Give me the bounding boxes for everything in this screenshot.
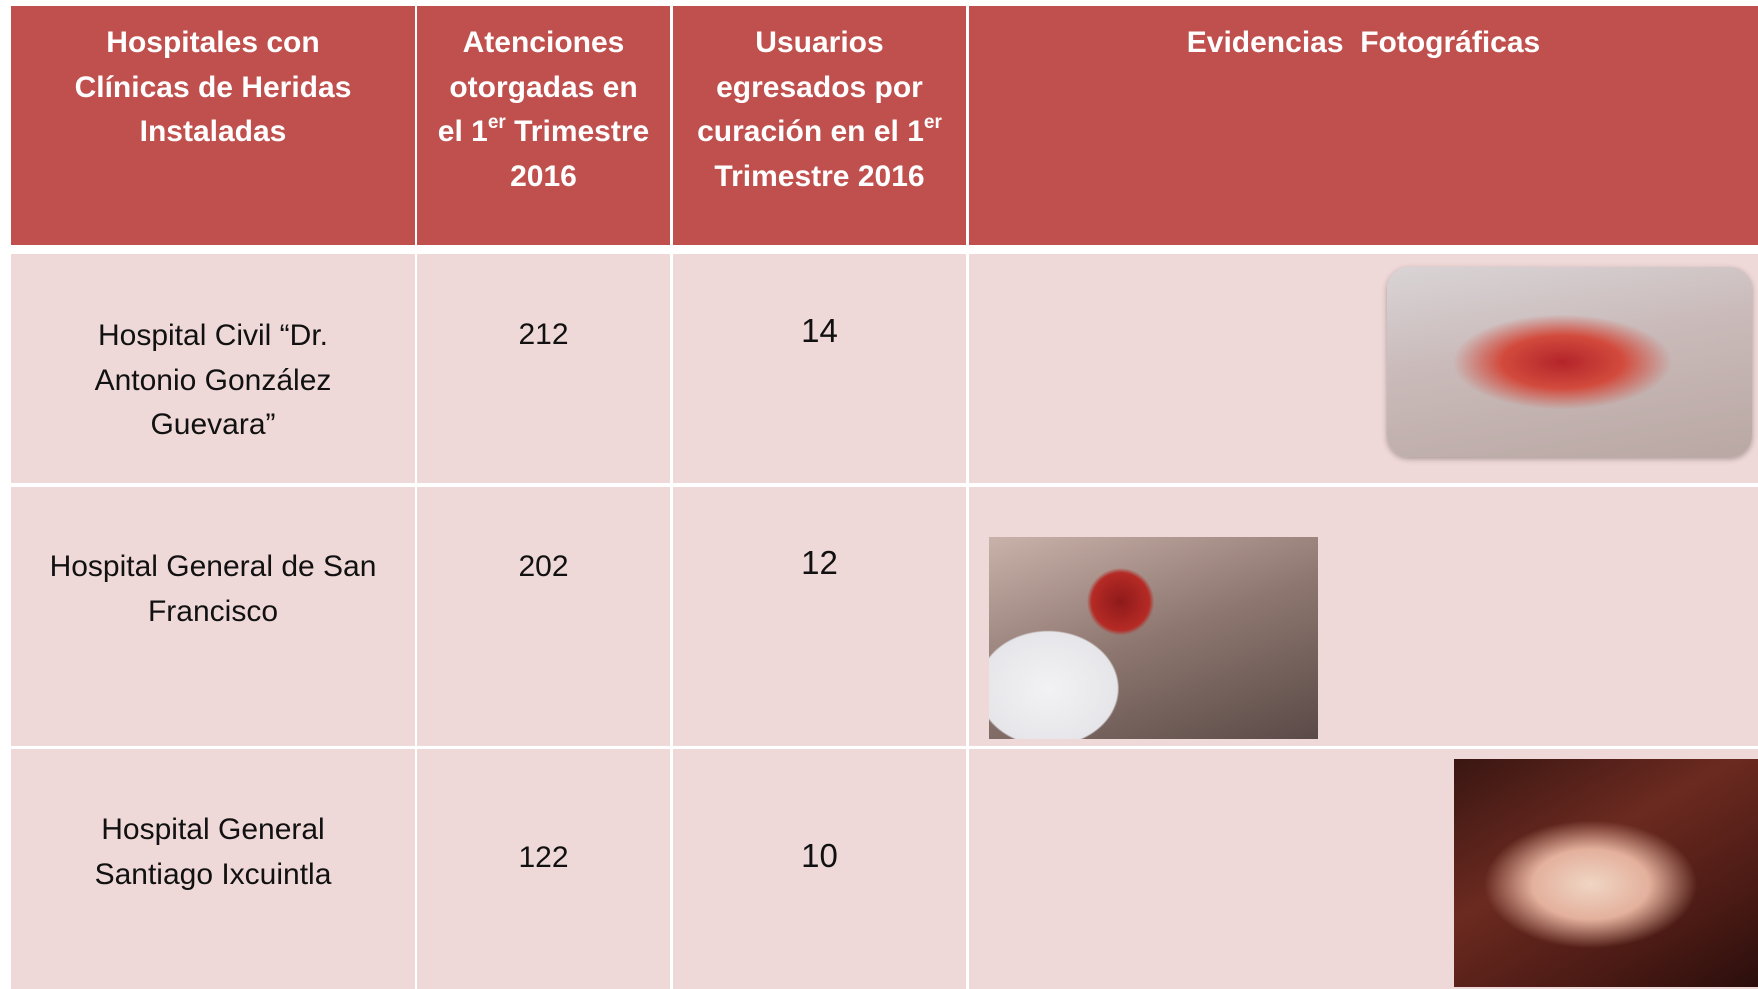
value-cell: 10 [673, 749, 966, 989]
header-cell: Atenciones otorgadas en el 1er Trimestre… [417, 6, 670, 245]
hospital-cell: Hospital General Santiago Ixcuintla [11, 749, 415, 989]
header-cell: Usuarios egresados por curación en el 1e… [673, 6, 966, 245]
header-text: Hospitales con Clínicas de Heridas Insta… [75, 26, 352, 148]
hospital-name: Hospital General Santiago Ixcuintla [95, 813, 332, 891]
value-cell: 212 [417, 254, 670, 483]
value-cell: 14 [673, 254, 966, 483]
header-cell: Evidencias Fotográficas [969, 6, 1758, 245]
header-text: Usuarios egresados por curación en el 1 [697, 26, 924, 148]
attentions: 122 [518, 841, 568, 874]
hospital-cell: Hospital General de San Francisco [11, 487, 415, 746]
value-cell: 122 [417, 749, 670, 989]
hospital-name: Hospital General de San Francisco [50, 550, 377, 628]
value-cell: 202 [417, 487, 670, 746]
hospital-name: Hospital Civil “Dr. Antonio González Gue… [95, 319, 332, 441]
header-sup: er [924, 112, 942, 133]
page: {"table": { "header": [ {"text": "Hospit… [0, 0, 1758, 989]
header-cell: Hospitales con Clínicas de Heridas Insta… [11, 6, 415, 245]
header-text: Evidencias Fotográficas [1187, 26, 1540, 59]
wound-photo [1454, 759, 1758, 987]
attentions: 212 [518, 318, 568, 351]
wound-photo [1387, 267, 1752, 457]
header-text: Trimestre 2016 [510, 115, 649, 193]
discharged: 10 [801, 837, 838, 874]
hospital-cell: Hospital Civil “Dr. Antonio González Gue… [11, 254, 415, 483]
attentions: 202 [518, 550, 568, 583]
wound-photo [989, 537, 1318, 739]
discharged: 12 [801, 544, 838, 581]
header-sup: er [488, 112, 506, 133]
discharged: 14 [801, 312, 838, 349]
value-cell: 12 [673, 487, 966, 746]
header-text: Trimestre 2016 [714, 160, 924, 193]
